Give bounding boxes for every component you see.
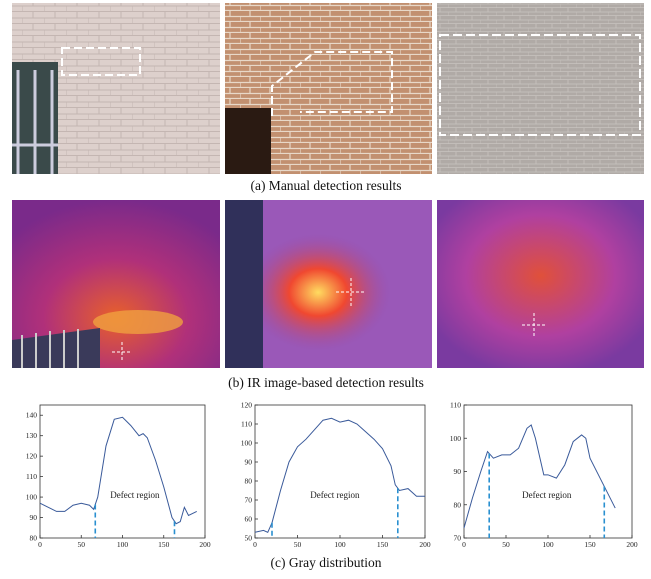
x-tick-label: 100 <box>334 540 346 549</box>
y-tick-label: 110 <box>450 401 461 410</box>
hot-spot <box>93 310 183 334</box>
annotation: Defect region <box>522 490 572 500</box>
y-tick-label: 70 <box>245 496 253 505</box>
x-tick-label: 0 <box>253 540 257 549</box>
y-tick-label: 120 <box>241 401 253 410</box>
y-tick-label: 90 <box>245 458 253 467</box>
caption: (b) IR image-based detection results <box>228 375 424 390</box>
y-tick-label: 90 <box>454 467 462 476</box>
dashed-box <box>61 47 141 76</box>
crosshair <box>336 278 366 306</box>
gray-curve <box>254 417 425 533</box>
y-tick-label: 100 <box>450 434 462 443</box>
x-tick-label: 0 <box>38 540 42 549</box>
x-tick-label: 50 <box>78 540 86 549</box>
ir-row <box>12 200 644 368</box>
photo <box>437 3 644 174</box>
y-tick-label: 130 <box>26 431 38 440</box>
x-tick-label: 50 <box>502 540 510 549</box>
y-tick-label: 50 <box>245 534 253 543</box>
dashed-outline <box>271 51 393 116</box>
x-tick-label: 200 <box>199 540 211 549</box>
caption: (c) Gray distribution <box>271 555 382 570</box>
y-tick-label: 140 <box>26 411 38 420</box>
x-tick-label: 0 <box>462 540 466 549</box>
gray-curve <box>39 416 197 525</box>
x-tick-label: 200 <box>626 540 638 549</box>
photo-row <box>12 3 644 174</box>
dashed-box <box>439 34 641 136</box>
y-tick-label: 70 <box>454 534 462 543</box>
annotation: Defect region <box>310 490 360 500</box>
opening <box>225 200 263 368</box>
y-tick-label: 90 <box>30 513 38 522</box>
x-tick-label: 100 <box>542 540 554 549</box>
x-tick-label: 150 <box>584 540 596 549</box>
y-tick-label: 80 <box>245 477 253 486</box>
gray-curve <box>463 424 616 529</box>
y-tick-label: 100 <box>26 493 38 502</box>
plot-frame <box>254 404 426 539</box>
crosshair <box>522 313 546 337</box>
y-tick-label: 100 <box>241 439 253 448</box>
x-tick-label: 150 <box>377 540 389 549</box>
x-tick-label: 150 <box>158 540 170 549</box>
window-frame <box>12 70 58 174</box>
x-tick-label: 50 <box>294 540 302 549</box>
opening <box>225 108 271 174</box>
y-tick-label: 60 <box>245 515 253 524</box>
x-tick-label: 100 <box>117 540 129 549</box>
y-tick-label: 110 <box>241 420 252 429</box>
y-tick-label: 80 <box>30 534 38 543</box>
y-tick-label: 120 <box>26 452 38 461</box>
y-tick-label: 80 <box>454 500 462 509</box>
plot-frame <box>39 404 206 539</box>
railing-bars <box>21 329 79 368</box>
annotation: Defect region <box>110 490 160 500</box>
ir-image <box>437 200 644 368</box>
x-tick-label: 200 <box>419 540 431 549</box>
caption: (a) Manual detection results <box>250 178 401 193</box>
y-tick-label: 110 <box>26 472 37 481</box>
crosshair <box>112 342 132 362</box>
